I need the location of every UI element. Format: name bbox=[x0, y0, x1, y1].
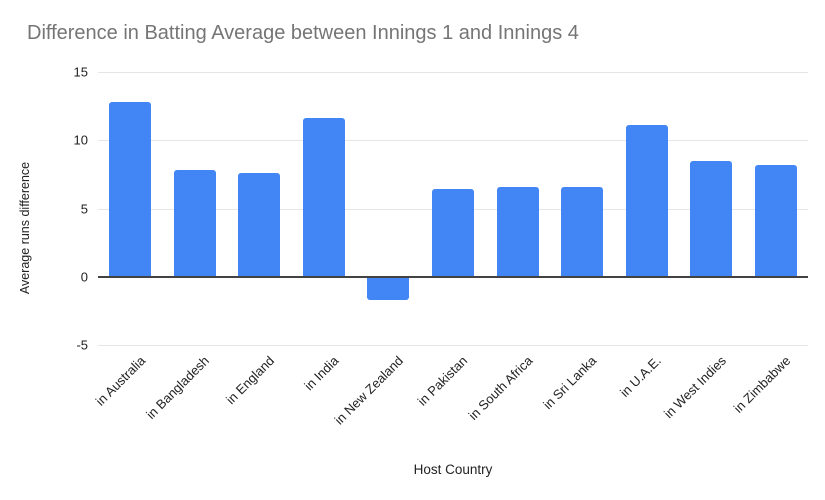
y-tick-label-15: 15 bbox=[73, 64, 88, 80]
bar-in-bangladesh bbox=[173, 170, 216, 277]
x-axis-title: Host Country bbox=[413, 462, 493, 477]
gridline--5 bbox=[98, 345, 808, 346]
x-label-in-bangladesh: in Bangladesh bbox=[143, 353, 213, 422]
gridline-15 bbox=[98, 72, 808, 73]
bar-in-zimbabwe bbox=[754, 164, 797, 277]
x-label-in-new-zealand: in New Zealand bbox=[331, 353, 407, 428]
x-label-in-pakistan: in Pakistan bbox=[415, 353, 471, 409]
x-label-in-india: in India bbox=[301, 353, 342, 394]
bar-in-south-africa bbox=[496, 186, 539, 277]
y-tick-label-0: 0 bbox=[80, 269, 88, 285]
gridline-10 bbox=[98, 140, 808, 142]
x-label-in-australia: in Australia bbox=[92, 353, 148, 409]
x-label-in-england: in England bbox=[222, 353, 277, 408]
x-label-in-west-indies: in West Indies bbox=[660, 353, 729, 422]
x-label-in-u-a-e: in U.A.E. bbox=[617, 353, 665, 400]
plot-area: in Australia in Bangladesh in England in In… bbox=[92, 72, 808, 427]
bar-in-australia bbox=[109, 102, 152, 277]
bar-in-india bbox=[302, 118, 345, 277]
y-tick-label--5: -5 bbox=[76, 337, 88, 353]
y-tick-label-10: 10 bbox=[73, 132, 88, 148]
bar-in-u-a-e bbox=[625, 125, 668, 277]
x-label-in-sri-lanka: in Sri Lanka bbox=[540, 353, 600, 413]
x-label-in-south-africa: in South Africa bbox=[465, 353, 536, 423]
bar-in-pakistan bbox=[432, 189, 474, 277]
bar-in-sri-lanka bbox=[561, 186, 604, 277]
x-axis-line bbox=[98, 275, 808, 278]
x-label-in-zimbabwe: in Zimbabwe bbox=[730, 353, 794, 416]
bar-in-new-zealand bbox=[367, 276, 410, 300]
chart-title: Difference in Batting Average between In… bbox=[27, 22, 579, 44]
y-tick-label-5: 5 bbox=[80, 201, 88, 216]
bar-in-england bbox=[238, 173, 281, 277]
bar-in-west-indies bbox=[690, 160, 733, 277]
